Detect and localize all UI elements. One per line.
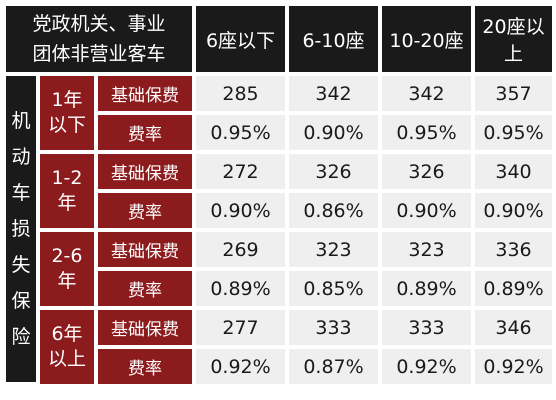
table-cell: 357 (475, 76, 552, 111)
side-label-char: 失 (11, 254, 31, 276)
column-header-10-20-seats: 10-20座 (382, 6, 471, 72)
row-label-rate: 费率 (98, 115, 192, 150)
table-cell: 0.92% (382, 349, 471, 384)
age-group-label: 6年 以上 (40, 310, 94, 384)
side-label-char: 损 (11, 218, 31, 240)
table-cell: 342 (289, 76, 378, 111)
table-cell: 0.89% (475, 271, 552, 306)
row-label-rate: 费率 (98, 271, 192, 306)
side-label-char: 动 (11, 146, 31, 168)
age-group-label: 1年 以下 (40, 76, 94, 150)
age-group-line2: 以上 (47, 348, 86, 370)
column-header-6-10-seats: 6-10座 (289, 6, 378, 72)
age-group-line1: 6年 (51, 323, 83, 345)
table-cell: 0.89% (382, 271, 471, 306)
table-cell: 340 (475, 154, 552, 189)
table-cell: 0.90% (475, 193, 552, 228)
row-label-base-premium: 基础保费 (98, 310, 192, 345)
table-cell: 323 (289, 232, 378, 267)
corner-header-line1: 党政机关、事业 (32, 13, 166, 35)
side-label-char: 机 (11, 110, 31, 132)
table-cell: 0.86% (289, 193, 378, 228)
table-cell: 333 (382, 310, 471, 345)
table-cell: 0.85% (289, 271, 378, 306)
table-corner-header: 党政机关、事业 团体非营业客车 (6, 6, 192, 72)
row-label-base-premium: 基础保费 (98, 232, 192, 267)
table-cell: 272 (196, 154, 285, 189)
age-group-line2: 年 (57, 192, 77, 214)
column-header-over-20-seats: 20座以上 (475, 6, 552, 72)
table-cell: 0.89% (196, 271, 285, 306)
table-cell: 0.92% (475, 349, 552, 384)
table-cell: 333 (289, 310, 378, 345)
age-group-line1: 2-6 (51, 245, 83, 267)
age-group-label: 1-2 年 (40, 154, 94, 228)
side-label-char: 险 (11, 326, 31, 348)
side-category-label: 机 动 车 损 失 保 险 (6, 76, 36, 382)
table-cell: 326 (289, 154, 378, 189)
row-label-base-premium: 基础保费 (98, 76, 192, 111)
table-cell: 0.95% (196, 115, 285, 150)
age-group-line2: 以下 (47, 114, 86, 136)
table-cell: 0.95% (382, 115, 471, 150)
row-label-rate: 费率 (98, 349, 192, 384)
column-header-under-6-seats: 6座以下 (196, 6, 285, 72)
table-cell: 0.90% (289, 115, 378, 150)
table-cell: 342 (382, 76, 471, 111)
age-group-line1: 1年 (51, 89, 83, 111)
table-cell: 0.90% (196, 193, 285, 228)
table-cell: 0.87% (289, 349, 378, 384)
table-cell: 277 (196, 310, 285, 345)
side-label-char: 保 (11, 290, 31, 312)
age-group-line2: 年 (57, 270, 77, 292)
table-cell: 346 (475, 310, 552, 345)
table-cell: 323 (382, 232, 471, 267)
row-label-rate: 费率 (98, 193, 192, 228)
age-group-line1: 1-2 (51, 167, 83, 189)
table-cell: 336 (475, 232, 552, 267)
corner-header-line2: 团体非营业客车 (32, 43, 166, 65)
side-label-char: 车 (11, 182, 31, 204)
row-label-base-premium: 基础保费 (98, 154, 192, 189)
table-cell: 326 (382, 154, 471, 189)
table-cell: 0.92% (196, 349, 285, 384)
table-cell: 0.95% (475, 115, 552, 150)
table-cell: 0.90% (382, 193, 471, 228)
table-cell: 269 (196, 232, 285, 267)
table-cell: 285 (196, 76, 285, 111)
age-group-label: 2-6 年 (40, 232, 94, 306)
